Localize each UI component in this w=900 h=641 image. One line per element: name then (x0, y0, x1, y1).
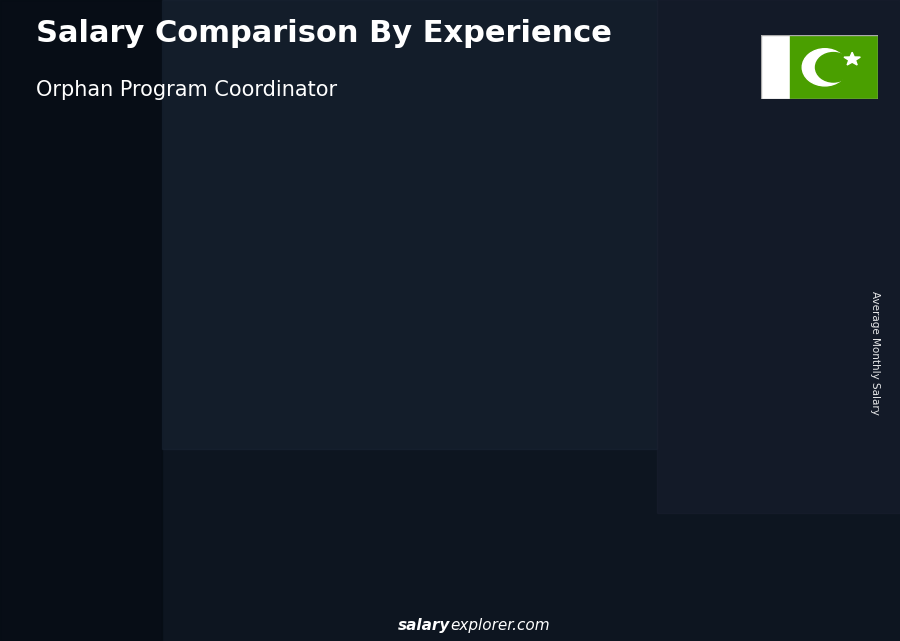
Bar (655, 247, 661, 558)
Circle shape (815, 53, 851, 82)
Text: 34,700 PKR: 34,700 PKR (200, 358, 272, 370)
Text: explorer.com: explorer.com (450, 619, 550, 633)
Bar (760, 35, 790, 99)
Circle shape (802, 49, 848, 86)
Text: Orphan Program Coordinator: Orphan Program Coordinator (36, 80, 338, 100)
Text: 65,400 PKR: 65,400 PKR (723, 198, 795, 211)
Bar (263, 377, 270, 558)
Bar (202, 377, 270, 558)
Bar (594, 247, 662, 558)
Bar (71, 430, 140, 558)
Text: 45,700 PKR: 45,700 PKR (330, 301, 403, 313)
Bar (394, 320, 400, 558)
Bar (71, 430, 78, 558)
Bar (464, 265, 470, 558)
Text: salary: salary (398, 619, 450, 633)
Text: +23%: +23% (414, 237, 464, 252)
Text: Salary Comparison By Experience: Salary Comparison By Experience (36, 19, 612, 48)
Text: +10%: +10% (675, 172, 724, 188)
Bar (724, 217, 793, 558)
Bar (162, 0, 657, 449)
Text: 56,100 PKR: 56,100 PKR (462, 246, 534, 259)
Bar (525, 265, 531, 558)
Bar (0, 0, 162, 641)
Bar (790, 35, 878, 99)
Bar (132, 430, 140, 558)
Bar (333, 320, 339, 558)
Polygon shape (844, 52, 860, 65)
Bar (786, 217, 793, 558)
Text: 24,500 PKR: 24,500 PKR (69, 411, 141, 424)
Text: +42%: +42% (153, 347, 202, 363)
Bar (594, 247, 601, 558)
Text: +31%: +31% (284, 290, 332, 305)
Bar (202, 377, 209, 558)
Text: Average Monthly Salary: Average Monthly Salary (869, 290, 880, 415)
Text: 59,700 PKR: 59,700 PKR (592, 228, 664, 240)
Bar (464, 265, 531, 558)
Text: +6%: +6% (550, 187, 589, 202)
Bar (333, 320, 400, 558)
Bar (724, 217, 732, 558)
Bar (657, 0, 900, 513)
